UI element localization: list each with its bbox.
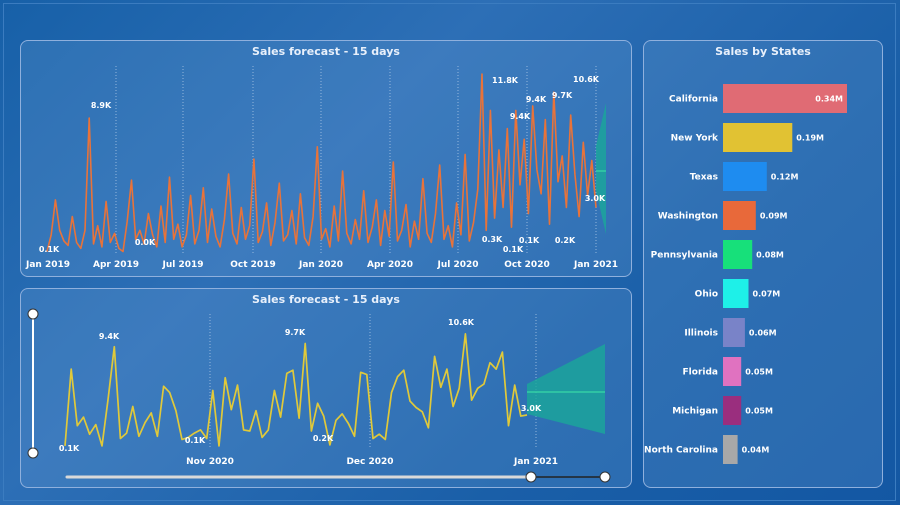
- state-value-label: 0.05M: [745, 368, 773, 377]
- top-x-tick-label: Apr 2020: [367, 260, 413, 270]
- top-forecast-band: [596, 103, 606, 234]
- state-bar[interactable]: [723, 84, 847, 113]
- top-x-tick-label: Jan 2021: [573, 260, 618, 270]
- state-value-label: 0.12M: [771, 173, 799, 182]
- bottom-data-label: 10.6K: [448, 318, 475, 327]
- top-x-tick-label: Jan 2019: [25, 260, 70, 270]
- state-label: New York: [671, 134, 719, 144]
- bottom-x-tick-label: Jan 2021: [513, 457, 558, 467]
- bottom-data-label: 3.0K: [521, 404, 542, 413]
- state-bar[interactable]: [723, 396, 742, 425]
- top-data-label: 9.7K: [552, 91, 573, 100]
- state-bar[interactable]: [723, 318, 745, 347]
- top-data-label: 9.4K: [526, 95, 547, 104]
- top-data-label: 0.3K: [482, 235, 503, 244]
- state-value-label: 0.34M: [815, 95, 843, 104]
- bottom-data-label: 9.4K: [99, 332, 120, 341]
- top-x-tick-label: Oct 2020: [504, 260, 549, 270]
- horizontal-slider-left-handle[interactable]: [525, 471, 537, 483]
- state-bar[interactable]: [723, 123, 793, 152]
- vertical-slider-bottom-handle[interactable]: [27, 447, 39, 459]
- state-bar[interactable]: [723, 435, 738, 464]
- states-panel: Sales by States California 0.34M New York 0…: [643, 40, 883, 488]
- state-bar[interactable]: [723, 201, 756, 230]
- bottom-forecast-chart: Nov 2020 Dec 2020 Jan 2021 0.1K 9.4K 0.1K 9.7K…: [27, 308, 611, 483]
- state-label: Florida: [683, 368, 718, 378]
- top-sales-series: [46, 73, 597, 253]
- bottom-chart-title: Sales forecast - 15 days: [252, 293, 400, 306]
- bottom-forecast-band: [527, 344, 605, 434]
- states-chart-title: Sales by States: [715, 45, 811, 58]
- top-data-label: 10.6K: [573, 75, 600, 84]
- bottom-data-label: 0.1K: [185, 436, 206, 445]
- state-bar[interactable]: [723, 162, 767, 191]
- top-x-tick-label: Jul 2019: [161, 260, 203, 270]
- bottom-sales-series: [64, 333, 528, 447]
- bottom-data-label: 0.2K: [313, 434, 334, 443]
- state-value-label: 0.06M: [749, 329, 777, 338]
- state-bar[interactable]: [723, 279, 749, 308]
- top-forecast-chart: Jan 2019 Apr 2019 Jul 2019 Oct 2019 Jan 2020…: [25, 66, 618, 270]
- top-data-label: 0.0K: [135, 238, 156, 247]
- state-bar[interactable]: [723, 357, 742, 386]
- top-forecast-panel: Sales forecast - 15 days Jan 2019 Apr 201…: [20, 40, 632, 277]
- states-bar-chart: California 0.34M New York 0.19M Texas 0.12M Wa…: [644, 84, 847, 464]
- bottom-forecast-panel: Sales forecast - 15 days Nov 2020 Dec 202…: [20, 288, 632, 488]
- top-data-label: 3.0K: [585, 194, 606, 203]
- top-data-label: 11.8K: [492, 76, 519, 85]
- bottom-x-tick-label: Dec 2020: [346, 457, 393, 467]
- top-data-label: 8.9K: [91, 101, 112, 110]
- state-value-label: 0.05M: [745, 407, 773, 416]
- top-data-label: 0.1K: [503, 245, 524, 254]
- state-label: Illinois: [684, 329, 718, 339]
- state-label: Ohio: [695, 290, 718, 300]
- state-value-label: 0.08M: [756, 251, 784, 260]
- state-label: Michigan: [672, 407, 718, 417]
- top-x-tick-label: Apr 2019: [93, 260, 139, 270]
- state-label: Texas: [690, 173, 718, 183]
- horizontal-slider-right-handle[interactable]: [599, 471, 611, 483]
- state-label: Washington: [658, 212, 718, 222]
- state-label: Pennsylvania: [651, 251, 718, 261]
- top-data-label: 9.4K: [510, 112, 531, 121]
- state-bar[interactable]: [723, 240, 753, 269]
- state-label: California: [669, 95, 718, 105]
- top-data-label: 0.2K: [555, 236, 576, 245]
- state-value-label: 0.19M: [796, 134, 824, 143]
- top-x-tick-label: Oct 2019: [230, 260, 275, 270]
- bottom-x-tick-label: Nov 2020: [186, 457, 234, 467]
- top-x-tick-label: Jul 2020: [436, 260, 478, 270]
- state-label: North Carolina: [644, 446, 718, 456]
- top-chart-title: Sales forecast - 15 days: [252, 45, 400, 58]
- bottom-data-label: 9.7K: [285, 328, 306, 337]
- top-data-label: 0.1K: [39, 245, 60, 254]
- bottom-data-label: 0.1K: [59, 444, 80, 453]
- state-value-label: 0.09M: [760, 212, 788, 221]
- state-value-label: 0.04M: [742, 446, 770, 455]
- vertical-slider-top-handle[interactable]: [27, 308, 39, 320]
- top-x-tick-label: Jan 2020: [298, 260, 343, 270]
- top-data-label: 0.1K: [519, 236, 540, 245]
- state-value-label: 0.07M: [753, 290, 781, 299]
